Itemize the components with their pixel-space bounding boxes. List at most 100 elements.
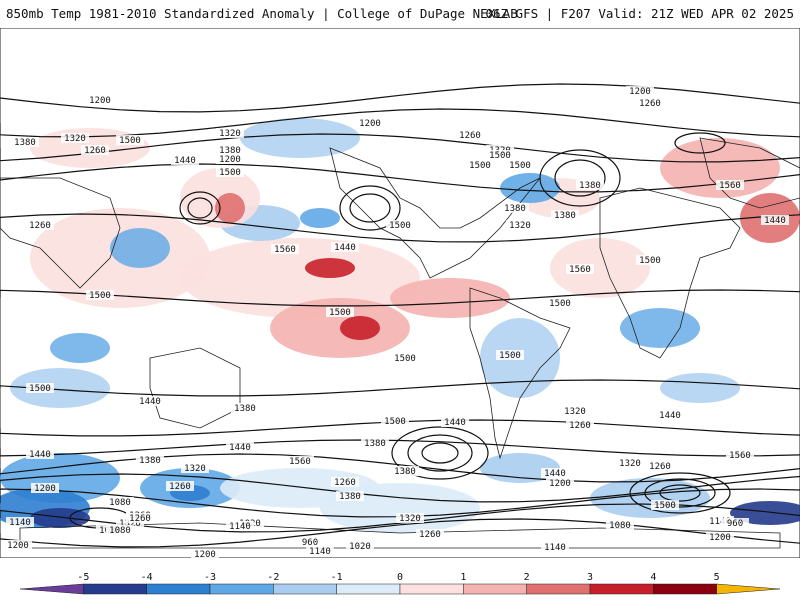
colorbar-swatch (399, 583, 464, 595)
colorbar-tick-label: -1 (331, 572, 343, 583)
colorbar-swatch (716, 583, 781, 595)
contour-label: 1380 (504, 204, 526, 214)
contour-label: 1440 (229, 443, 251, 453)
contour-label: 1500 (654, 501, 676, 511)
contour-label: 1260 (419, 530, 441, 540)
colorbar-swatch (653, 583, 717, 595)
contour-label: 1560 (569, 265, 591, 275)
contour-label: 1140 (544, 543, 566, 553)
contour-label: 1200 (194, 550, 216, 558)
contour-label: 1380 (579, 181, 601, 191)
map-title: 850mb Temp 1981-2010 Standardized Anomal… (6, 6, 518, 21)
colorbar-swatch (146, 583, 211, 595)
contour-label: 1140 (9, 518, 31, 528)
contour-label: 1320 (564, 407, 586, 417)
model-run-info: 06Z GFS | F207 Valid: 21Z WED APR 02 202… (485, 6, 794, 21)
contour-label: 1200 (89, 96, 111, 106)
contour-label: 1440 (764, 216, 786, 226)
contour-label: 1500 (499, 351, 521, 361)
contour-label: 1380 (219, 146, 241, 156)
colorbar-tick-label: -2 (267, 572, 279, 583)
colorbar-tick-label: -4 (141, 572, 153, 583)
contour-label: 1080 (109, 526, 131, 536)
contour-label: 1500 (394, 354, 416, 364)
contour-label: 1260 (639, 99, 661, 109)
contour-label: 1200 (359, 119, 381, 129)
contour-label: 1320 (619, 459, 641, 469)
contour-label: 1020 (349, 542, 371, 552)
contour-label: 1500 (549, 299, 571, 309)
anomaly-shading (0, 118, 800, 533)
contour-label: 1380 (139, 456, 161, 466)
contour-label: 1500 (489, 151, 511, 161)
contour-label: 1500 (29, 384, 51, 394)
contour-label: 1260 (129, 514, 151, 524)
contour-label: 1500 (384, 417, 406, 427)
contour-label: 1200 (549, 479, 571, 489)
contour-label: 1380 (364, 439, 386, 449)
contour-label: 1200 (219, 155, 241, 165)
colorbar-tick-label: 1 (460, 572, 466, 583)
contour-label: 1140 (309, 547, 331, 557)
contour-label: 1500 (639, 256, 661, 266)
contour-label: 1560 (274, 245, 296, 255)
contour-label: 1320 (399, 514, 421, 524)
colorbar-tick-label: 4 (650, 572, 656, 583)
contour-label: 1440 (444, 418, 466, 428)
contour-label: 1260 (569, 421, 591, 431)
contour-label: 1440 (334, 243, 356, 253)
colorbar-swatch (463, 583, 527, 595)
colorbar-tick-label: -3 (204, 572, 216, 583)
colorbar-swatch (209, 583, 274, 595)
contour-label: 1080 (109, 498, 131, 508)
contour-label: 1500 (219, 168, 241, 178)
anomaly-map: 1200120012001260132013201260138014401500… (0, 28, 800, 558)
colorbar-swatch (589, 583, 654, 595)
contour-label: 960 (302, 538, 318, 548)
contour-label: 1500 (329, 308, 351, 318)
contour-label: 1380 (339, 492, 361, 502)
contour-label: 1500 (389, 221, 411, 231)
contour-label: 1500 (509, 161, 531, 171)
contour-label: 1560 (729, 451, 751, 461)
contour-label: 1260 (169, 482, 191, 492)
contour-labels: 1200120012001260132013201260138014401500… (4, 86, 789, 558)
colorbar-tick-label: 2 (524, 572, 530, 583)
contour-label: 1320 (64, 134, 86, 144)
colorbar: -5 -4 -3 -2 -1 0 1 2 3 4 5 (19, 572, 781, 595)
contour-label: 1560 (719, 181, 741, 191)
contour-label: 1260 (459, 131, 481, 141)
contour-label: 1200 (629, 87, 651, 97)
contour-label: 960 (727, 519, 743, 529)
contour-label: 1440 (659, 411, 681, 421)
contour-label: 1260 (649, 462, 671, 472)
contour-label: 1200 (34, 484, 56, 494)
colorbar-swatch (336, 583, 401, 595)
contour-label: 1320 (509, 221, 531, 231)
colorbar-swatch (19, 583, 84, 595)
contour-label: 1260 (334, 478, 356, 488)
contour-label: 1440 (29, 450, 51, 460)
colorbar-swatch (526, 583, 591, 595)
colorbar-tick-label: -5 (77, 572, 89, 583)
colorbar-tick-label: 0 (397, 572, 403, 583)
colorbar-tick-label: 5 (714, 572, 720, 583)
contour-label: 1500 (89, 291, 111, 301)
contour-label: 1320 (219, 129, 241, 139)
contour-label: 1320 (119, 519, 141, 529)
contour-label: 1380 (394, 467, 416, 477)
contour-label: 1140 (229, 522, 251, 532)
contour-label: 1200 (709, 533, 731, 543)
contour-label: 1440 (139, 397, 161, 407)
contour-label: 1080 (609, 521, 631, 531)
contour-label: 1200 (7, 541, 29, 551)
contour-label: 1500 (119, 136, 141, 146)
contour-label: 1380 (234, 404, 256, 414)
contour-label: 1500 (469, 161, 491, 171)
contour-label: 1560 (289, 457, 311, 467)
colorbar-swatch (273, 583, 337, 595)
colorbar-swatch (83, 583, 147, 595)
contour-label: 1320 (184, 464, 206, 474)
colorbar-tick-label: 3 (587, 572, 593, 583)
contour-label: 1440 (174, 156, 196, 166)
